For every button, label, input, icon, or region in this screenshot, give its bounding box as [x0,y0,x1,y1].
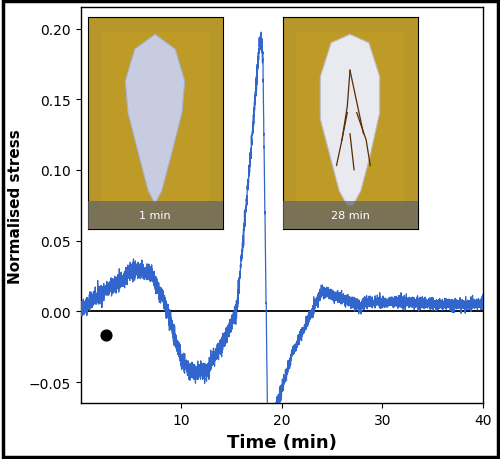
X-axis label: Time (min): Time (min) [227,433,337,451]
Polygon shape [320,35,380,206]
FancyBboxPatch shape [88,202,222,230]
FancyBboxPatch shape [101,33,209,213]
FancyBboxPatch shape [296,33,404,213]
Y-axis label: Normalised stress: Normalised stress [8,129,24,283]
Text: 1 min: 1 min [139,211,171,221]
Text: 28 min: 28 min [330,211,370,221]
FancyBboxPatch shape [282,202,418,230]
Polygon shape [126,35,184,204]
Point [102,332,110,340]
